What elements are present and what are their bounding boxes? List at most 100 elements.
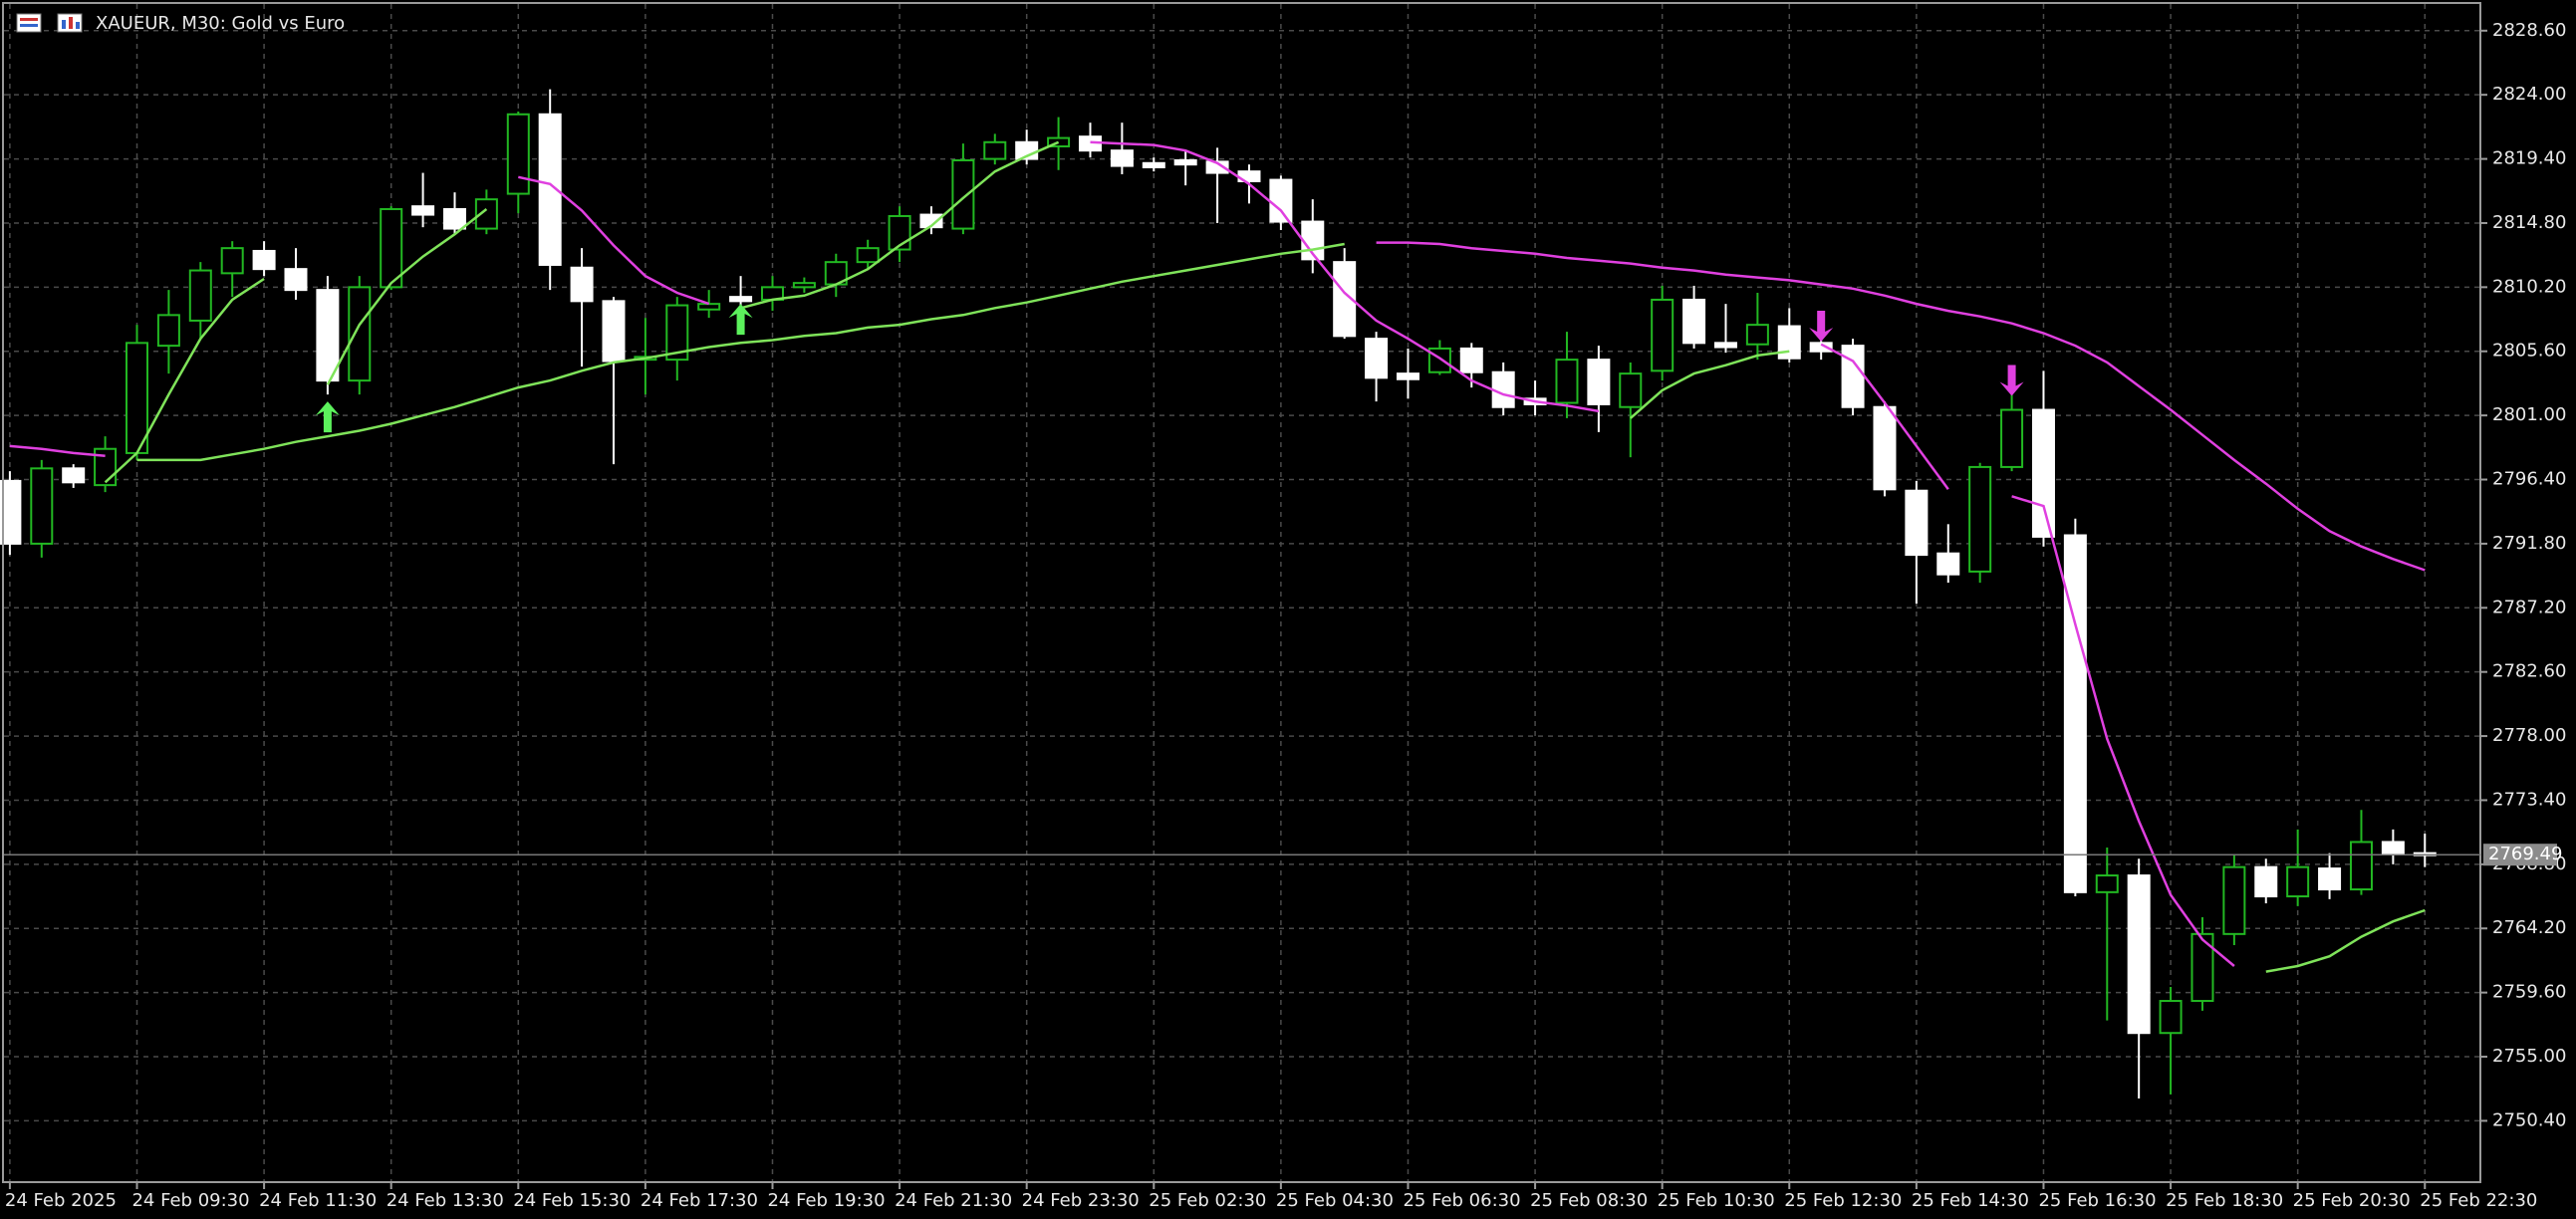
x-tick-label: 24 Feb 23:30 — [1022, 1190, 1140, 1211]
y-tick-label: 2791.80 — [2492, 533, 2566, 554]
candle-body — [2254, 865, 2278, 898]
y-tick-label: 2824.00 — [2492, 84, 2566, 105]
candle-body — [1777, 325, 1801, 360]
x-tick-label: 24 Feb 13:30 — [386, 1190, 504, 1211]
x-tick-label: 25 Feb 20:30 — [2293, 1190, 2411, 1211]
candle-body — [1491, 370, 1515, 408]
y-tick-label: 2828.60 — [2492, 20, 2566, 41]
candle-body — [792, 282, 816, 289]
candle-body — [1333, 261, 1357, 338]
candle-body — [1713, 342, 1737, 349]
y-tick-label: 2764.20 — [2492, 917, 2566, 938]
candle-body — [665, 304, 689, 362]
y-tick-label: 2778.00 — [2492, 725, 2566, 746]
icon-part — [20, 24, 38, 27]
x-tick-label: 25 Feb 22:30 — [2420, 1190, 2537, 1211]
icon-part — [76, 22, 80, 29]
candle-body — [0, 479, 22, 545]
candle-body — [30, 467, 54, 545]
candle-body — [62, 467, 86, 484]
x-tick-label: 25 Feb 02:30 — [1149, 1190, 1266, 1211]
x-tick-label: 24 Feb 17:30 — [641, 1190, 758, 1211]
candle-body — [1968, 465, 1992, 573]
candle-body — [538, 113, 562, 266]
candle-body — [1396, 372, 1419, 380]
last-price-box — [2483, 844, 2557, 866]
candle-body — [697, 303, 721, 311]
candle-body — [2127, 874, 2151, 1035]
chart-title: XAUEUR, M30: Gold vs Euro — [96, 13, 345, 34]
candle-body — [1936, 552, 1960, 576]
indicator-line — [136, 242, 1345, 462]
candle-body — [1269, 178, 1293, 223]
icon-part — [20, 18, 38, 21]
candle-body — [1651, 298, 1674, 372]
candle-body — [1427, 347, 1451, 373]
icon-part — [69, 17, 73, 29]
candle-body — [2349, 841, 2373, 891]
icon — [16, 13, 42, 33]
candle-body — [983, 140, 1007, 160]
candle-body — [1841, 345, 1865, 408]
x-tick-label: 24 Feb 15:30 — [513, 1190, 631, 1211]
candle-body — [1587, 359, 1611, 405]
y-tick-label: 2810.20 — [2492, 276, 2566, 297]
marks — [0, 89, 2437, 1099]
candle-body — [348, 286, 372, 382]
x-tick-label: 25 Feb 06:30 — [1403, 1190, 1520, 1211]
candle-body — [125, 342, 148, 454]
y-tick-label: 2759.60 — [2492, 982, 2566, 1003]
candle-body — [1905, 489, 1929, 557]
y-tick-label: 2755.00 — [2492, 1046, 2566, 1067]
candle-body — [1745, 324, 1769, 346]
candle-body — [951, 158, 975, 230]
indicator-line — [9, 241, 2426, 572]
candle-body — [856, 247, 880, 264]
candle-body — [284, 268, 308, 292]
candle-body — [1682, 298, 1706, 345]
candle-body — [1365, 338, 1389, 379]
buy-arrow — [728, 304, 753, 336]
x-tick-label: 25 Feb 16:30 — [2038, 1190, 2156, 1211]
candle-body — [2095, 874, 2119, 893]
x-tick-label: 25 Feb 18:30 — [2166, 1190, 2283, 1211]
indicator-line — [104, 140, 2426, 973]
candle-body — [2381, 841, 2405, 854]
sell-arrow — [1999, 365, 2024, 396]
y-tick-label: 2796.40 — [2492, 469, 2566, 490]
y-tick-label: 2787.20 — [2492, 597, 2566, 617]
candle-body — [2286, 865, 2310, 898]
x-tick-label: 25 Feb 12:30 — [1784, 1190, 1902, 1211]
indicator-line — [518, 140, 2235, 967]
candle-body — [1110, 149, 1134, 167]
y-tick-label: 2782.60 — [2492, 661, 2566, 682]
candle-body — [1809, 342, 1833, 353]
x-tick-label: 25 Feb 04:30 — [1276, 1190, 1394, 1211]
candle-body — [316, 289, 340, 382]
candle-body — [156, 314, 180, 348]
buy-arrow — [315, 401, 340, 433]
candle-body — [2031, 408, 2055, 538]
candle-body — [1555, 359, 1579, 404]
window-icons — [16, 13, 83, 33]
candle-body — [602, 300, 626, 363]
x-tick-label: 24 Feb 19:30 — [767, 1190, 885, 1211]
candle-body — [1619, 372, 1643, 408]
x-tick-label: 25 Feb 08:30 — [1530, 1190, 1648, 1211]
candle-body — [2000, 408, 2024, 468]
candle-body — [2159, 1000, 2183, 1035]
plot-frame — [2, 2, 2481, 1183]
candle-body — [1142, 161, 1165, 168]
candle-body — [506, 113, 530, 195]
sell-arrow — [1809, 310, 1834, 342]
y-tick-label: 2773.40 — [2492, 789, 2566, 810]
candle-body — [1173, 158, 1197, 166]
candle-body — [252, 249, 276, 271]
last-price-label: 2769.49 — [2488, 844, 2562, 864]
x-tick-label: 24 Feb 09:30 — [131, 1190, 249, 1211]
candle-body — [2222, 865, 2246, 935]
x-tick-label: 24 Feb 21:30 — [895, 1190, 1012, 1211]
candle-body — [220, 247, 244, 275]
